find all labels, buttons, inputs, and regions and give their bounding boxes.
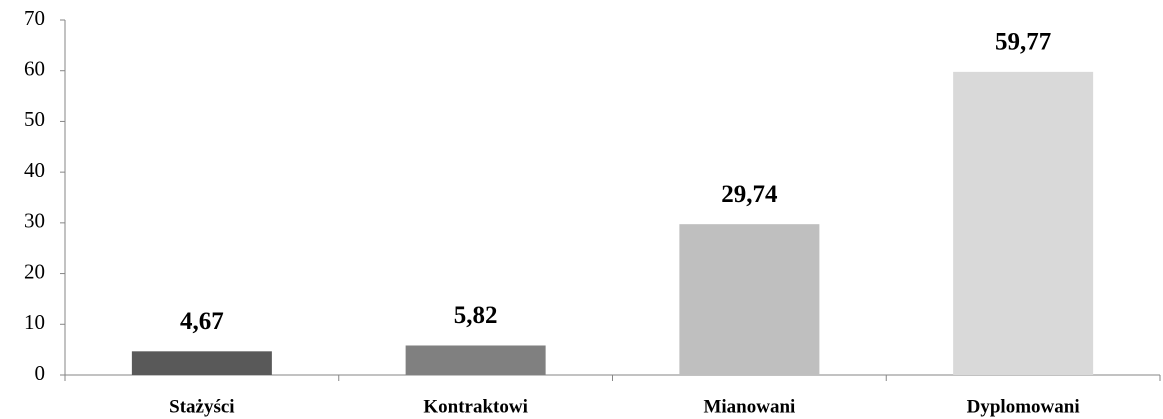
y-tick-label: 20	[24, 259, 45, 283]
value-label: 4,67	[180, 308, 224, 335]
y-tick-label: 30	[24, 209, 45, 233]
y-tick-label: 60	[24, 57, 45, 81]
x-tick-label: Mianowani	[703, 396, 795, 417]
x-tick-label: Dyplomowani	[967, 396, 1080, 417]
bar	[679, 224, 820, 375]
y-tick-label: 40	[24, 158, 45, 182]
x-tick-label: Stażyści	[169, 396, 234, 417]
y-tick-label: 70	[24, 6, 45, 30]
bar	[953, 71, 1094, 376]
y-tick-label: 50	[24, 107, 45, 131]
value-label: 59,77	[995, 29, 1051, 56]
y-tick-label: 10	[24, 310, 45, 334]
bar	[405, 345, 546, 375]
bar	[131, 351, 272, 375]
value-label: 5,82	[454, 302, 498, 329]
value-label: 29,74	[721, 181, 778, 208]
y-tick-label: 0	[35, 361, 46, 385]
x-tick-label: Kontraktowi	[423, 396, 528, 417]
